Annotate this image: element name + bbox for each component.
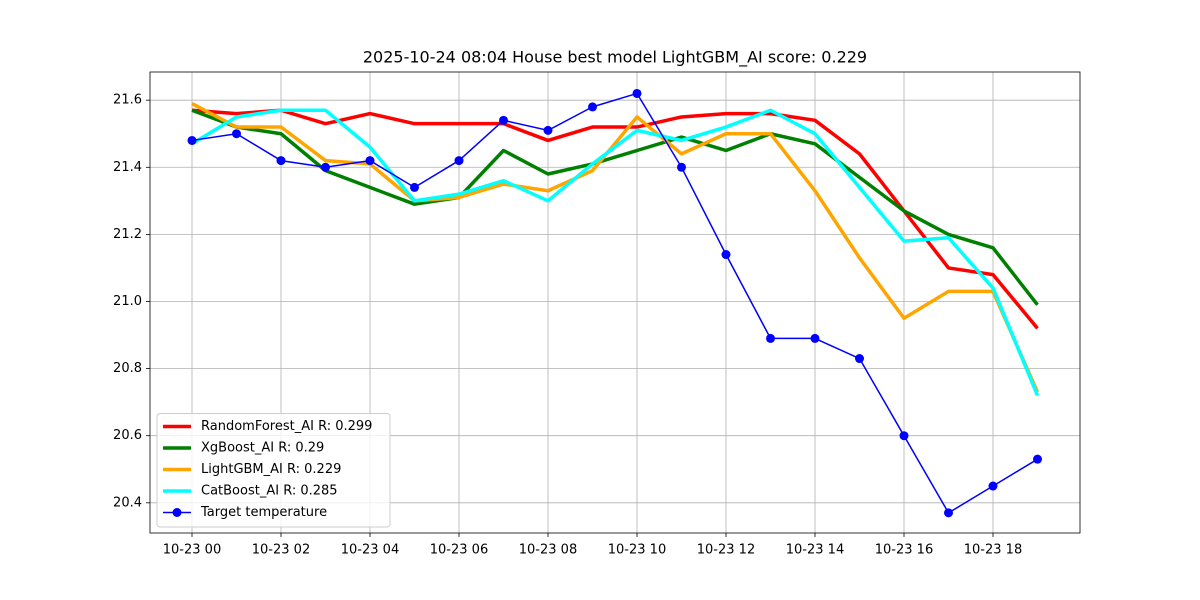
y-tick-label: 21.0	[113, 294, 142, 309]
data-point	[499, 115, 508, 125]
y-tick-label: 21.6	[113, 93, 142, 108]
data-point	[766, 333, 775, 343]
x-tick-label: 10-23 08	[519, 543, 577, 558]
data-point	[944, 508, 953, 518]
x-tick-label: 10-23 18	[964, 543, 1022, 558]
legend: RandomForest_AI R: 0.299 XgBoost_AI R: 0.…	[156, 413, 391, 528]
legend-label: Target temperature	[200, 505, 327, 520]
y-tick-label: 20.4	[113, 495, 142, 510]
x-tick-label: 10-23 02	[252, 543, 310, 558]
legend-label: XgBoost_AI R: 0.29	[201, 441, 324, 456]
data-point	[899, 431, 909, 441]
x-tick-label: 10-23 06	[430, 543, 488, 558]
legend-box	[156, 413, 391, 528]
data-point	[365, 156, 375, 166]
data-point	[454, 156, 464, 166]
chart-title: 2025-10-24 08:04 House best model LightG…	[363, 48, 867, 68]
data-point	[588, 102, 597, 112]
data-point	[988, 481, 998, 491]
data-point	[543, 125, 553, 135]
data-point	[677, 162, 686, 172]
data-point	[855, 354, 864, 364]
legend-label: LightGBM_AI R: 0.229	[201, 462, 341, 477]
y-tick-label: 20.8	[113, 361, 142, 376]
y-tick-label: 21.4	[113, 160, 142, 175]
data-point	[410, 182, 419, 192]
x-tick-label: 10-23 12	[697, 543, 755, 558]
data-point	[276, 156, 286, 166]
series-line	[191, 92, 1038, 514]
series-line	[191, 108, 1039, 306]
x-tick-label: 10-23 14	[786, 543, 844, 558]
data-point	[187, 135, 197, 145]
series-line	[191, 101, 1040, 393]
series-line	[191, 108, 1039, 330]
x-tick-label: 10-23 04	[341, 543, 399, 558]
legend-label: CatBoost_AI R: 0.285	[201, 484, 338, 499]
legend-marker	[172, 508, 182, 517]
data-point	[321, 162, 330, 172]
legend-label: RandomForest_AI R: 0.299	[201, 419, 372, 434]
series-line	[191, 108, 1040, 397]
data-point	[232, 129, 241, 139]
y-tick-label: 20.6	[113, 428, 142, 443]
x-tick-label: 10-23 16	[875, 543, 933, 558]
y-tick-label: 21.2	[113, 227, 142, 242]
data-point	[810, 333, 820, 343]
data-point	[1033, 454, 1042, 464]
data-point	[721, 250, 731, 260]
data-point	[632, 88, 642, 98]
plot-frame	[149, 71, 1081, 534]
x-tick-label: 10-23 00	[163, 543, 221, 558]
x-tick-label: 10-23 10	[608, 543, 666, 558]
